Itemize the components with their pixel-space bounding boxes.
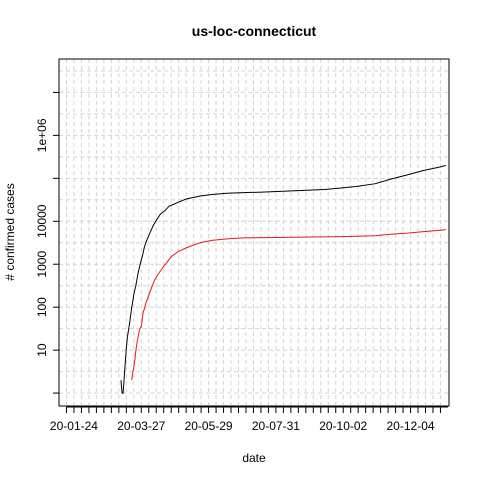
grid — [59, 59, 449, 406]
y-tick-label: 1000 — [35, 251, 49, 278]
x-tick-label: 20-07-31 — [252, 419, 300, 433]
chart-title: us-loc-connecticut — [192, 23, 317, 39]
y-axis-label: # confirmed cases — [3, 183, 17, 280]
x-tick-label: 20-05-29 — [185, 419, 233, 433]
x-axis: 20-01-24 20-03-27 20-05-29 20-07-31 20-10-02… — [50, 406, 448, 433]
x-tick-label: 20-01-24 — [50, 419, 98, 433]
series-line-1 — [120, 164, 446, 394]
series-group — [120, 164, 446, 394]
series-line-2 — [131, 229, 446, 381]
y-tick-label: 10 — [35, 343, 49, 357]
x-tick-label: 20-03-27 — [117, 419, 165, 433]
x-tick-label: 20-12-04 — [387, 419, 435, 433]
y-tick-label: 1e+06 — [35, 118, 49, 152]
x-axis-label: date — [242, 451, 266, 465]
y-axis: 10 100 1000 10000 1e+06 — [35, 91, 59, 394]
x-tick-label: 20-10-02 — [319, 419, 367, 433]
y-tick-label: 10000 — [35, 204, 49, 238]
y-tick-label: 100 — [35, 297, 49, 317]
plot-box — [58, 58, 450, 407]
